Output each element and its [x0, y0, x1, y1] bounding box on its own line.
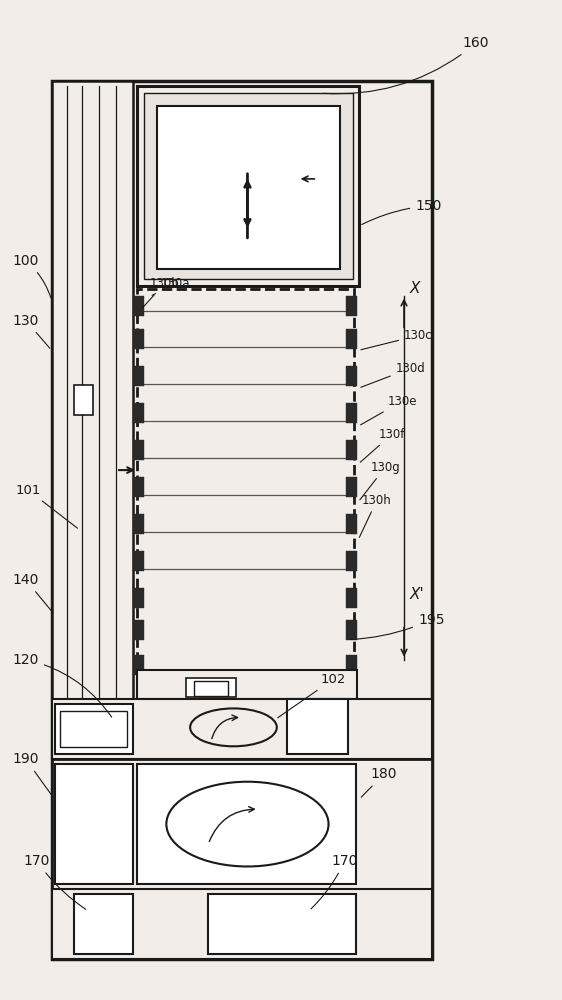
Bar — [346, 296, 357, 316]
Bar — [133, 366, 144, 386]
Bar — [133, 655, 144, 675]
Bar — [55, 764, 133, 884]
Bar — [287, 699, 348, 754]
Bar — [346, 403, 357, 423]
Bar — [133, 551, 144, 571]
Text: 120: 120 — [12, 653, 112, 717]
Bar — [137, 86, 359, 286]
Bar — [346, 329, 357, 349]
Bar — [346, 440, 357, 460]
Text: 160: 160 — [323, 36, 490, 94]
Bar — [346, 588, 357, 608]
Bar — [137, 670, 357, 699]
Text: 130f: 130f — [360, 428, 405, 462]
Text: 170: 170 — [311, 854, 357, 909]
Bar — [346, 366, 357, 386]
Text: 130c: 130c — [361, 329, 433, 350]
Bar — [55, 704, 133, 754]
Bar — [157, 106, 339, 269]
Text: 190: 190 — [12, 752, 53, 797]
Text: 130e: 130e — [361, 395, 417, 425]
Bar — [52, 81, 133, 739]
Bar — [346, 477, 357, 497]
Bar — [133, 329, 144, 349]
Text: 150: 150 — [362, 199, 442, 225]
Bar — [133, 620, 144, 640]
Bar — [133, 296, 144, 316]
Text: 180: 180 — [361, 767, 397, 797]
Bar — [346, 620, 357, 640]
Bar — [52, 699, 432, 759]
Bar — [133, 514, 144, 534]
Text: 130d: 130d — [361, 362, 425, 387]
Bar — [74, 894, 133, 954]
Text: 130b: 130b — [142, 277, 179, 308]
Bar — [144, 93, 352, 279]
Bar — [52, 759, 432, 889]
Text: 140: 140 — [12, 573, 53, 613]
Text: 170: 170 — [24, 854, 86, 909]
Text: 195: 195 — [351, 613, 445, 639]
Text: 130: 130 — [12, 314, 50, 348]
Text: 102: 102 — [278, 673, 346, 718]
Bar — [209, 894, 356, 954]
Bar — [60, 711, 127, 747]
Bar — [133, 588, 144, 608]
Text: 130g: 130g — [360, 461, 400, 500]
Text: 100: 100 — [12, 254, 51, 298]
Bar — [137, 764, 356, 884]
Bar — [133, 440, 144, 460]
Bar — [133, 477, 144, 497]
Bar — [346, 514, 357, 534]
Bar — [74, 385, 93, 415]
Bar — [194, 681, 228, 696]
Text: 130h: 130h — [359, 494, 392, 537]
Bar — [137, 289, 353, 670]
Text: 130a: 130a — [152, 277, 191, 295]
Text: X: X — [410, 281, 420, 296]
Text: 101: 101 — [15, 484, 78, 528]
Bar — [186, 678, 236, 697]
Text: X': X' — [410, 587, 424, 602]
Bar — [52, 889, 432, 959]
Bar — [346, 655, 357, 675]
Bar — [133, 403, 144, 423]
Bar — [346, 551, 357, 571]
Bar — [52, 81, 432, 959]
